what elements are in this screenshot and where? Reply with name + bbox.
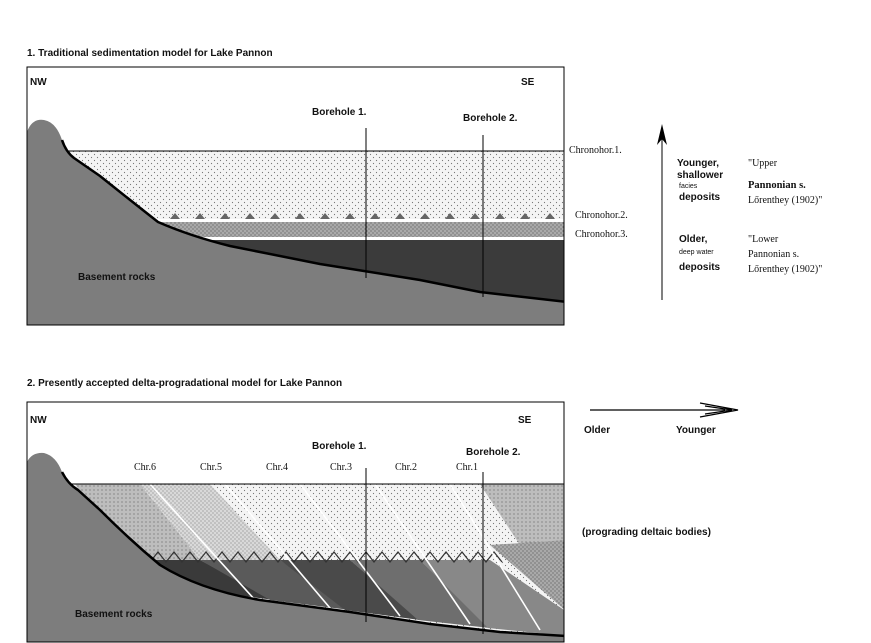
- toe-deposit-5: [420, 560, 564, 636]
- panel1-title: 1. Traditional sedimentation model for L…: [27, 48, 273, 59]
- deltaic-body-chr6: [75, 484, 200, 580]
- older-label: Older,: [679, 234, 708, 245]
- deep-water-label: deep water: [679, 249, 714, 256]
- panel2-borehole-1-label: Borehole 1.: [312, 441, 367, 452]
- deposits-bottom-label: deposits: [679, 262, 721, 273]
- toe-deposit-3: [280, 560, 420, 620]
- panel2-title: 2. Presently accepted delta-progradation…: [27, 378, 342, 389]
- panel2-nw-label: NW: [30, 415, 47, 426]
- upper-pannonian-line-3: Lőrenthey (1902)": [748, 195, 822, 206]
- panel1-cross-section: [27, 119, 564, 325]
- younger-label: Younger,: [677, 158, 719, 169]
- toe-deposit-6: [490, 540, 564, 610]
- panel1-basement-label: Basement rocks: [78, 272, 156, 283]
- panel1-nw-label: NW: [30, 77, 47, 88]
- panel1-borehole-1-label: Borehole 1.: [312, 107, 367, 118]
- deltaic-body-chr3: [290, 484, 420, 560]
- basement-rocks: [27, 119, 564, 325]
- panel2-borehole-2-label: Borehole 2.: [466, 447, 521, 458]
- deltaic-body-chr5: [140, 484, 280, 560]
- chr-1-label: Chr.1: [456, 462, 478, 473]
- panel1-borehole-2-label: Borehole 2.: [463, 113, 518, 124]
- deltaic-body-chr2: [365, 484, 490, 560]
- chronohorizon-2-label: Chronohor.2.: [575, 210, 628, 221]
- arrow-younger-label: Younger: [676, 425, 716, 436]
- chr-2-label: Chr.2: [395, 462, 417, 473]
- arrow-older-label: Older: [584, 425, 610, 436]
- facies-label: facies: [679, 183, 698, 190]
- age-arrow-up-icon: [657, 124, 667, 145]
- panel2-basement-label: Basement rocks: [75, 609, 153, 620]
- panel2-basement-rocks: [27, 452, 564, 642]
- chr-4-label: Chr.4: [266, 462, 288, 473]
- toe-deposit-1: [140, 560, 275, 600]
- chronohorizon-3-label: Chronohor.3.: [575, 229, 628, 240]
- chronohorizon-1-label: Chronohor.1.: [569, 145, 622, 156]
- chr-6-label: Chr.6: [134, 462, 156, 473]
- panel1-frame: [26, 66, 565, 326]
- lower-pannonian-line-2: Pannonian s.: [748, 249, 799, 260]
- deltaic-body-chr4: [210, 484, 350, 560]
- chr-5-label: Chr.5: [200, 462, 222, 473]
- zigzag-front: [149, 551, 503, 563]
- lower-pannonian-line-1: "Lower: [748, 234, 779, 245]
- panel2-se-label: SE: [518, 415, 532, 426]
- panel2-cross-section: [27, 452, 564, 642]
- lower-pannonian-line-3: Lőrenthey (1902)": [748, 264, 822, 275]
- upper-pannonian-line-2: Pannonian s.: [748, 180, 806, 191]
- toe-deposit-4: [350, 560, 490, 628]
- shallower-label: shallower: [677, 170, 723, 181]
- upper-pannonian-line-1: "Upper: [748, 158, 778, 169]
- prograding-bodies-label: (prograding deltaic bodies): [582, 527, 711, 538]
- clinoform-boundaries: [149, 483, 541, 631]
- toe-deposit-2: [200, 560, 350, 610]
- chr-3-label: Chr.3: [330, 462, 352, 473]
- time-arrow-right-icon: [699, 402, 739, 418]
- panel1-se-label: SE: [521, 77, 535, 88]
- deposits-top-label: deposits: [679, 192, 721, 203]
- panel2-frame: [26, 401, 565, 643]
- deltaic-body-chr1: [480, 484, 564, 545]
